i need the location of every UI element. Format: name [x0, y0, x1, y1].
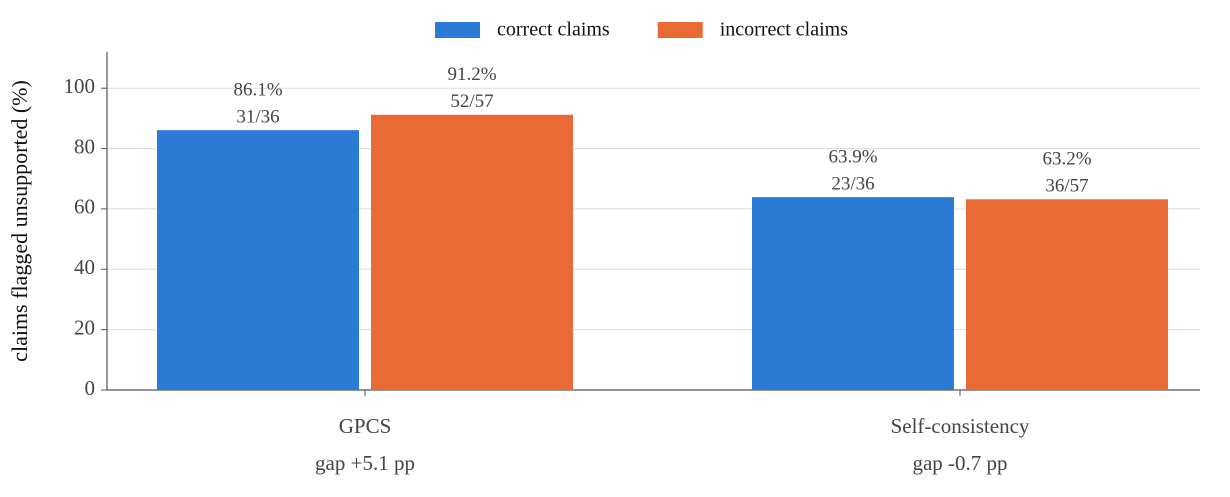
count-label: 31/36	[236, 107, 279, 128]
legend-label: incorrect claims	[720, 19, 848, 41]
y-tick-label: 0	[85, 376, 96, 400]
x-tick-sublabel: gap +5.1 pp	[315, 451, 415, 475]
bar	[966, 199, 1168, 390]
count-label: 23/36	[831, 174, 874, 195]
count-label: 52/57	[450, 91, 493, 112]
bar	[752, 197, 954, 390]
y-tick-label: 60	[74, 195, 95, 219]
y-axis-label: claims flagged unsupported (%)	[7, 80, 32, 362]
value-label: 91.2%	[447, 64, 496, 85]
y-tick-label: 80	[74, 134, 95, 158]
x-tick-label: GPCS	[339, 414, 392, 438]
count-label: 36/57	[1045, 176, 1088, 197]
y-tick-label: 40	[74, 255, 95, 279]
x-tick-label: Self-consistency	[891, 414, 1030, 438]
value-label: 63.2%	[1042, 149, 1091, 170]
legend-swatch	[657, 22, 703, 38]
y-tick-label: 100	[64, 74, 96, 98]
y-tick-label: 20	[74, 315, 95, 339]
bar	[157, 130, 359, 390]
value-label: 63.9%	[828, 147, 877, 168]
value-label: 86.1%	[233, 80, 282, 101]
x-tick-sublabel: gap -0.7 pp	[912, 451, 1007, 475]
bar	[371, 114, 573, 391]
legend-label: correct claims	[497, 19, 610, 41]
legend-swatch	[435, 22, 480, 38]
